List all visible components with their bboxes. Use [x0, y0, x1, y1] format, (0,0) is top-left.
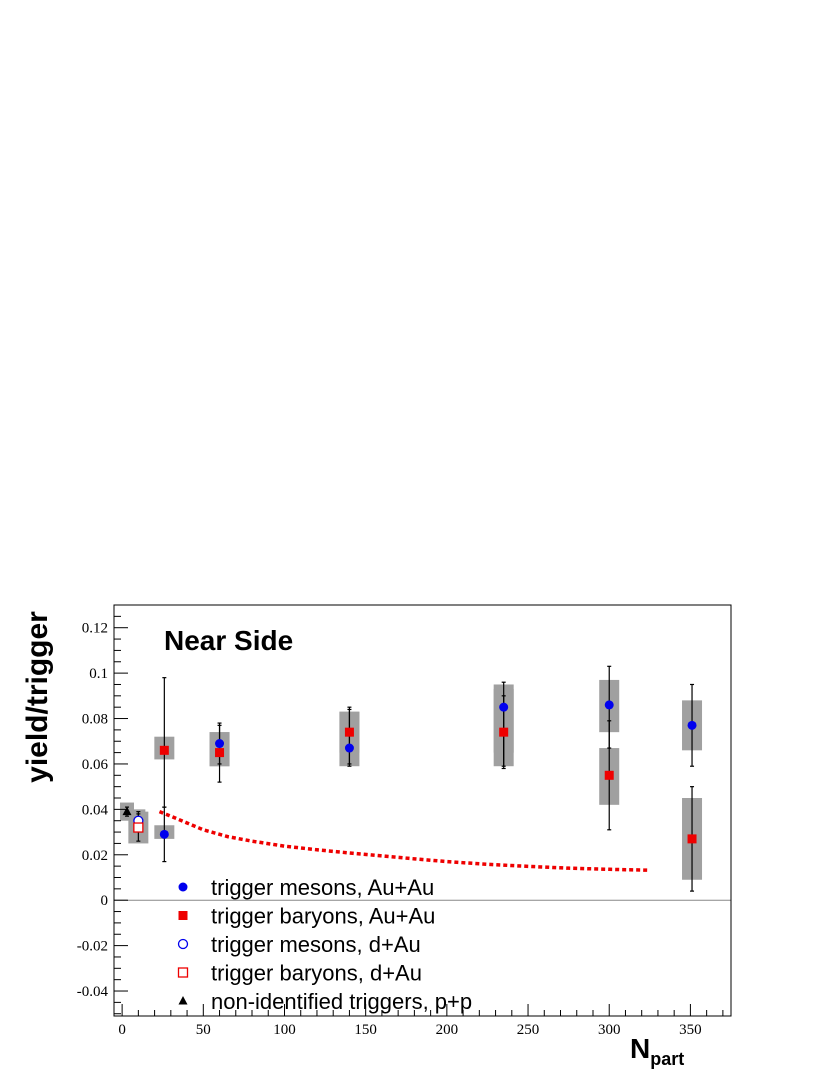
legend-label: trigger baryons, d+Au	[211, 961, 422, 986]
legend-marker	[177, 938, 189, 950]
data-point	[159, 829, 169, 839]
near-side-annotation: Near Side	[164, 625, 293, 656]
data-point	[604, 700, 614, 710]
x-tick-label: 250	[517, 1022, 540, 1038]
legend-label: non-identified triggers, p+p	[211, 989, 472, 1014]
x-tick-label: 0	[118, 1022, 126, 1038]
data-markers	[122, 700, 697, 844]
data-point	[687, 834, 697, 844]
y-tick-label: 0	[101, 893, 109, 909]
legend-marker	[178, 996, 188, 1005]
data-point	[344, 727, 354, 737]
ticks: 0 50 100 150 200 250 300 350 -0.04 -0.02 0 0.02 0.04…	[77, 604, 724, 1038]
legend-marker	[178, 911, 188, 920]
data-point	[499, 727, 509, 737]
y-tick-label: 0.06	[82, 757, 109, 773]
x-tick-label: 50	[196, 1022, 211, 1038]
curves	[158, 810, 650, 872]
legend: trigger mesons, Au+Au trigger baryons, Au…	[177, 875, 472, 1014]
y-tick-label: -0.02	[77, 939, 108, 955]
x-tick-label: 100	[273, 1022, 296, 1038]
legend-label: trigger mesons, Au+Au	[211, 875, 434, 900]
legend-marker	[178, 882, 188, 892]
systematic-bands	[119, 679, 703, 880]
y-tick-label: 0.04	[82, 802, 109, 818]
x-tick-label: 350	[679, 1022, 702, 1038]
data-point	[133, 822, 144, 833]
data-point	[215, 739, 225, 749]
data-point	[159, 745, 169, 755]
y-axis-title: yield/trigger	[21, 611, 54, 783]
data-point	[604, 770, 614, 780]
plot-frame	[113, 604, 732, 1017]
theory-curve	[158, 810, 650, 872]
legend-label: trigger baryons, Au+Au	[211, 904, 435, 929]
data-point	[215, 748, 225, 758]
data-point	[344, 743, 354, 753]
y-tick-label: 0.02	[82, 848, 108, 864]
data-point	[122, 806, 132, 816]
x-tick-label: 200	[436, 1022, 459, 1038]
y-tick-label: 0.1	[89, 666, 108, 682]
x-axis-title: Npart	[630, 1033, 684, 1069]
data-point	[687, 720, 697, 730]
y-tick-label: -0.04	[77, 984, 109, 1000]
y-tick-label: 0.12	[82, 621, 108, 637]
legend-label: trigger mesons, d+Au	[211, 932, 421, 957]
x-axis-title-main: N	[630, 1033, 650, 1064]
x-axis-title-subscript: part	[650, 1049, 684, 1069]
axes	[113, 604, 732, 1017]
y-tick-label: 0.08	[82, 712, 108, 728]
data-point	[499, 702, 509, 712]
x-tick-label: 300	[598, 1022, 621, 1038]
x-tick-label: 150	[354, 1022, 377, 1038]
legend-marker	[177, 967, 189, 978]
